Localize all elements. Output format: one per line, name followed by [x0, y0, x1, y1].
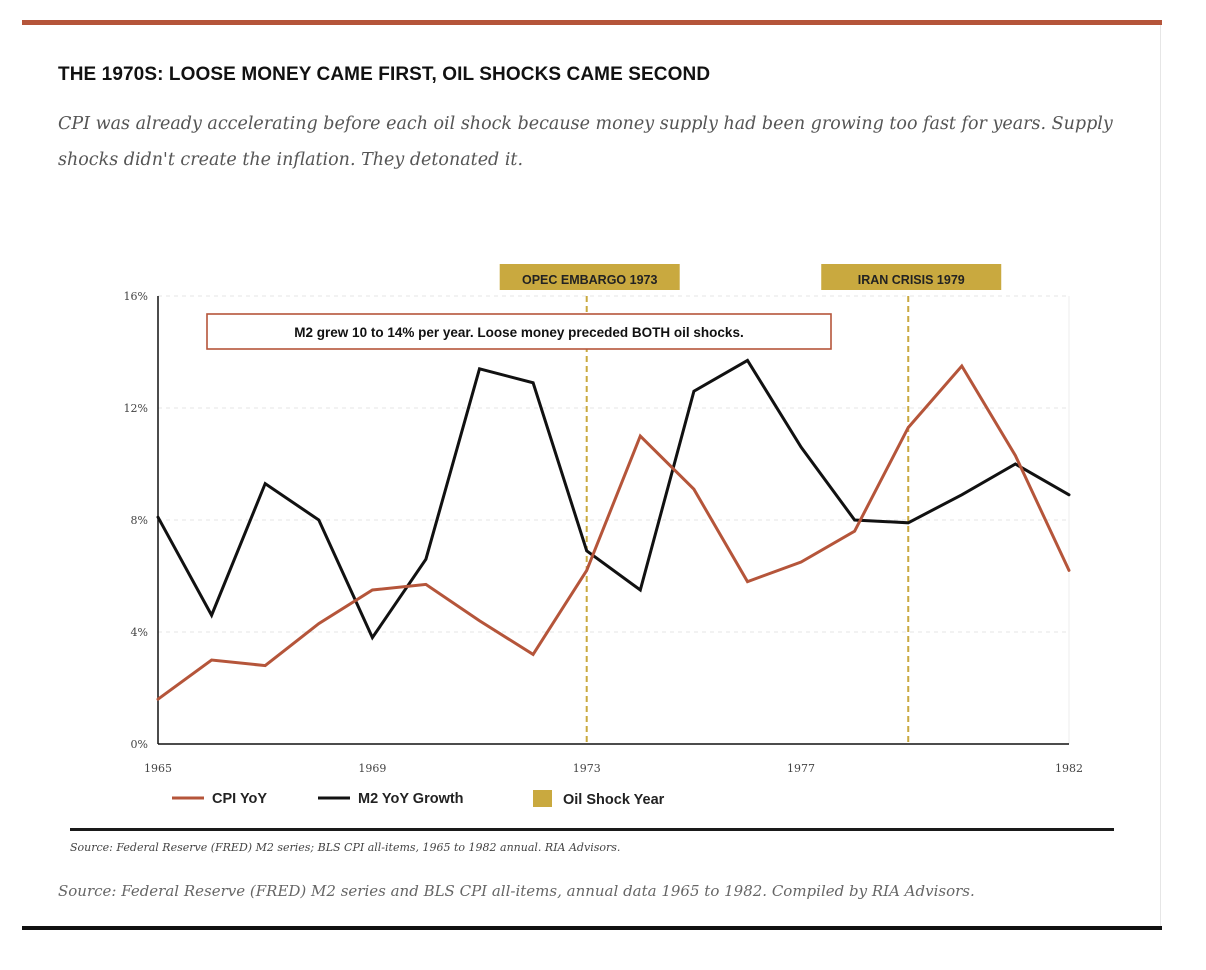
top-accent-rule: [22, 20, 1162, 25]
y-tick-label: 16%: [124, 290, 148, 303]
x-tick-label: 1977: [787, 762, 815, 775]
oil-shock-label: OPEC EMBARGO 1973: [522, 273, 658, 287]
tick-labels: 0% 4% 8% 12% 16% 1965 1969 1973 1977 1982: [124, 290, 1083, 775]
source-note: Source: Federal Reserve (FRED) M2 series…: [58, 882, 975, 900]
chart-subtitle: CPI was already accelerating before each…: [58, 114, 1113, 170]
plot-area: [158, 296, 1069, 744]
legend-swatch-box: [533, 790, 552, 807]
card-right-border: [1160, 25, 1161, 926]
y-tick-label: 4%: [131, 626, 148, 639]
oil-shock-label-bg: [499, 264, 680, 290]
x-tick-label: 1982: [1055, 762, 1083, 775]
y-tick-label: 0%: [131, 738, 148, 751]
x-tick-label: 1973: [573, 762, 601, 775]
oil-shock-label-bg: [821, 264, 1002, 290]
annotation-text: M2 grew 10 to 14% per year. Loose money …: [294, 325, 743, 340]
source-note-small: Source: Federal Reserve (FRED) M2 series…: [70, 841, 621, 854]
legend: CPI YoY M2 YoY Growth Oil Shock Year: [172, 790, 665, 808]
x-tick-label: 1969: [358, 762, 386, 775]
cpi-yoy-line: [156, 363, 1071, 701]
bottom-rule: [22, 926, 1162, 930]
annotation-frame: [206, 313, 832, 350]
line-chart: OPEC EMBARGO 1973 IRAN CRISIS 1979 M2 gre…: [124, 264, 1083, 808]
source-divider: [70, 828, 1114, 831]
oil-shock-label: IRAN CRISIS 1979: [858, 273, 965, 287]
chart-title: THE 1970S: LOOSE MONEY CAME FIRST, OIL S…: [58, 64, 711, 85]
legend-label: Oil Shock Year: [563, 792, 665, 808]
oil-shock-markers: OPEC EMBARGO 1973 IRAN CRISIS 1979: [499, 264, 1002, 744]
legend-label: M2 YoY Growth: [358, 791, 464, 807]
legend-label: CPI YoY: [212, 791, 267, 807]
series-lines: [156, 358, 1071, 701]
y-tick-label: 12%: [124, 402, 148, 415]
gridlines: [158, 295, 1070, 744]
m2-yoy-line: [156, 358, 1071, 641]
annotation-box: M2 grew 10 to 14% per year. Loose money …: [206, 313, 832, 350]
x-tick-label: 1965: [144, 762, 172, 775]
y-tick-label: 8%: [131, 514, 148, 527]
